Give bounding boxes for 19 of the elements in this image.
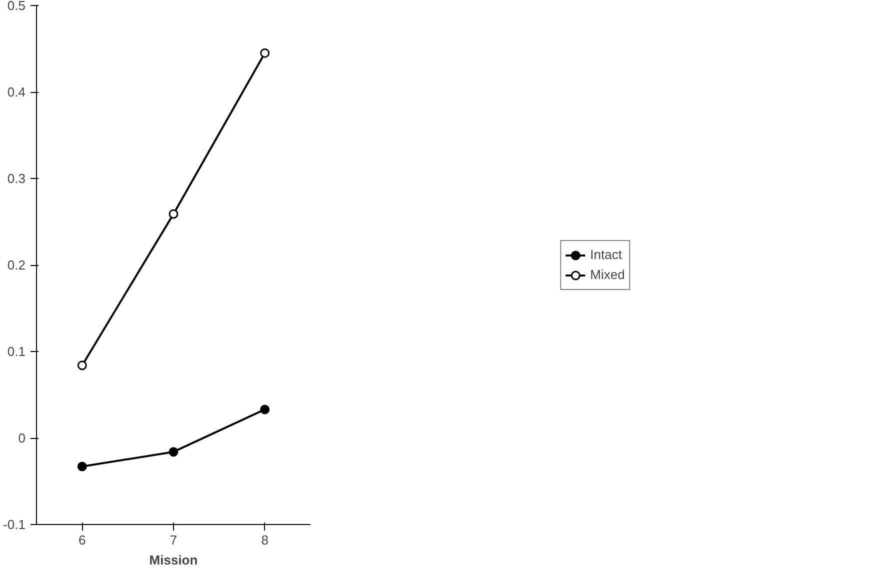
y-tick-label: 0 xyxy=(18,430,26,446)
point xyxy=(77,360,87,370)
x-tick-label: 7 xyxy=(170,532,178,548)
y-tick-label: 0.4 xyxy=(7,84,26,100)
y-tick-label: 0.3 xyxy=(7,171,26,186)
x-tick-label: 6 xyxy=(78,532,86,548)
point xyxy=(260,404,270,414)
legend-label: Intact xyxy=(590,247,622,262)
y-tick-label: 0.5 xyxy=(7,0,26,13)
y-tick-label: -0.1 xyxy=(3,517,26,532)
point xyxy=(168,209,178,219)
y-tick-label: 0.1 xyxy=(7,344,26,359)
x-axis-title: Mission xyxy=(149,552,198,568)
y-tick-label: 0.2 xyxy=(7,258,26,272)
legend-label: Mixed xyxy=(590,267,625,282)
point xyxy=(77,462,87,472)
x-tick-label: 8 xyxy=(261,532,268,548)
point xyxy=(260,48,270,58)
point xyxy=(168,447,178,457)
